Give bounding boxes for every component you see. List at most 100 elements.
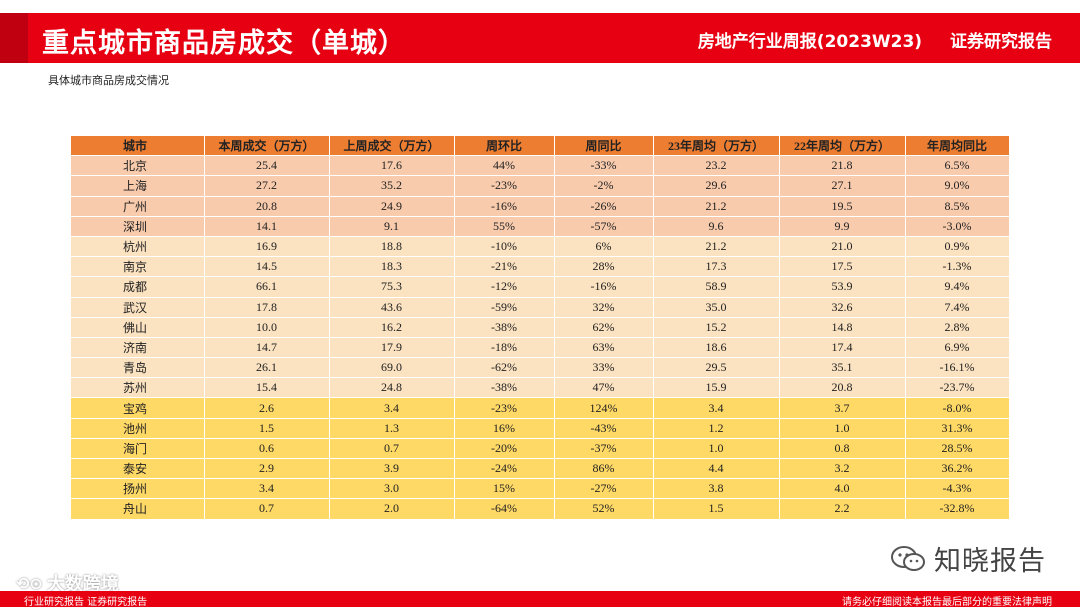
city-cell: 扬州: [71, 478, 205, 500]
value-cell: 1.2: [653, 418, 780, 439]
value-cell: 55%: [454, 216, 555, 237]
value-cell: 15%: [454, 478, 555, 500]
column-header: 上周成交（万方）: [329, 136, 455, 157]
value-cell: 18.6: [653, 337, 780, 359]
city-cell: 海门: [71, 438, 205, 460]
table-row: 北京 25.4 17.6 44% -33% 23.2 21.8 6.5%: [71, 155, 1010, 177]
value-cell: 23.2: [653, 155, 780, 177]
value-cell: 15.2: [653, 317, 780, 338]
value-cell: -38%: [454, 317, 555, 338]
value-cell: -8.0%: [905, 397, 1010, 419]
value-cell: -62%: [454, 357, 555, 379]
value-cell: 75.3: [329, 276, 455, 298]
value-cell: 2.6: [204, 397, 330, 419]
table-row: 海门 0.6 0.7 -20% -37% 1.0 0.8 28.5%: [71, 438, 1010, 460]
value-cell: 27.2: [204, 175, 330, 197]
value-cell: 44%: [454, 155, 555, 177]
value-cell: -37%: [554, 438, 654, 460]
value-cell: 0.7: [204, 498, 330, 520]
value-cell: 15.4: [204, 377, 330, 399]
value-cell: 1.0: [779, 418, 906, 439]
value-cell: 0.9%: [905, 236, 1010, 258]
value-cell: 0.6: [204, 438, 330, 460]
bigdata-watermark-text: 大数跨境: [46, 574, 119, 595]
value-cell: -16%: [554, 276, 654, 298]
value-cell: 35.0: [653, 297, 780, 318]
value-cell: 16%: [454, 418, 555, 439]
table-row: 广州 20.8 24.9 -16% -26% 21.2 19.5 8.5%: [71, 196, 1010, 217]
value-cell: -23%: [454, 175, 555, 197]
table-row: 杭州 16.9 18.8 -10% 6% 21.2 21.0 0.9%: [71, 236, 1010, 258]
value-cell: -3.0%: [905, 216, 1010, 237]
value-cell: 29.5: [653, 357, 780, 379]
value-cell: 20.8: [204, 196, 330, 217]
value-cell: 3.2: [779, 458, 906, 480]
wechat-icon: [891, 545, 925, 571]
value-cell: 52%: [554, 498, 654, 520]
value-cell: 17.3: [653, 256, 780, 278]
value-cell: 9.4%: [905, 276, 1010, 298]
value-cell: 25.4: [204, 155, 330, 177]
value-cell: 26.1: [204, 357, 330, 379]
wechat-watermark-text: 知晓报告: [934, 546, 1046, 577]
value-cell: 28%: [554, 256, 654, 278]
value-cell: 14.8: [779, 317, 906, 338]
value-cell: 17.9: [329, 337, 455, 359]
column-header: 本周成交（万方）: [204, 136, 330, 157]
report-type: 证券研究报告: [950, 32, 1052, 52]
value-cell: 9.0%: [905, 175, 1010, 197]
value-cell: 18.8: [329, 236, 455, 258]
city-cell: 南京: [71, 256, 205, 278]
report-name: 房地产行业周报(2023W23): [697, 32, 923, 52]
header-bar: 重点城市商品房成交（单城） 房地产行业周报(2023W23) 证券研究报告: [0, 13, 1080, 63]
column-header: 周同比: [554, 136, 654, 157]
table-row: 南京 14.5 18.3 -21% 28% 17.3 17.5 -1.3%: [71, 256, 1010, 278]
value-cell: 3.4: [329, 397, 455, 419]
wechat-watermark: 知晓报告: [890, 539, 1046, 578]
value-cell: -32.8%: [905, 498, 1010, 520]
value-cell: 35.1: [779, 357, 906, 379]
value-cell: 10.0: [204, 317, 330, 338]
value-cell: 21.2: [653, 196, 780, 217]
value-cell: 15.9: [653, 377, 780, 399]
value-cell: 21.8: [779, 155, 906, 177]
city-cell: 宝鸡: [71, 397, 205, 419]
value-cell: 124%: [554, 397, 654, 419]
table-row: 扬州 3.4 3.0 15% -27% 3.8 4.0 -4.3%: [71, 478, 1010, 500]
city-cell: 青岛: [71, 357, 205, 379]
value-cell: 35.2: [329, 175, 455, 197]
city-cell: 苏州: [71, 377, 205, 399]
city-cell: 成都: [71, 276, 205, 298]
value-cell: -23%: [454, 397, 555, 419]
value-cell: 3.0: [329, 478, 455, 500]
column-header: 23年周均（万方）: [653, 136, 780, 157]
value-cell: -57%: [554, 216, 654, 237]
column-header: 城市: [71, 136, 205, 157]
value-cell: 66.1: [204, 276, 330, 298]
value-cell: -4.3%: [905, 478, 1010, 500]
value-cell: 7.4%: [905, 297, 1010, 318]
value-cell: 4.4: [653, 458, 780, 480]
table-row: 宝鸡 2.6 3.4 -23% 124% 3.4 3.7 -8.0%: [71, 397, 1010, 419]
city-transactions-table: 城市 本周成交（万方） 上周成交（万方） 周环比 周同比 23年周均（万方） 22年周均（万…: [71, 136, 1010, 520]
value-cell: 17.4: [779, 337, 906, 359]
value-cell: -24%: [454, 458, 555, 480]
value-cell: 29.6: [653, 175, 780, 197]
value-cell: 6%: [554, 236, 654, 258]
value-cell: 32.6: [779, 297, 906, 318]
value-cell: 1.5: [653, 498, 780, 520]
table-row: 舟山 0.7 2.0 -64% 52% 1.5 2.2 -32.8%: [71, 498, 1010, 520]
value-cell: 86%: [554, 458, 654, 480]
value-cell: 19.5: [779, 196, 906, 217]
value-cell: 28.5%: [905, 438, 1010, 460]
value-cell: 1.3: [329, 418, 455, 439]
value-cell: 2.9: [204, 458, 330, 480]
page-title: 重点城市商品房成交（单城）: [42, 28, 406, 59]
value-cell: -21%: [454, 256, 555, 278]
city-cell: 广州: [71, 196, 205, 217]
footer-bar: [0, 591, 1080, 607]
value-cell: 62%: [554, 317, 654, 338]
value-cell: 33%: [554, 357, 654, 379]
column-header: 周环比: [454, 136, 555, 157]
value-cell: 53.9: [779, 276, 906, 298]
